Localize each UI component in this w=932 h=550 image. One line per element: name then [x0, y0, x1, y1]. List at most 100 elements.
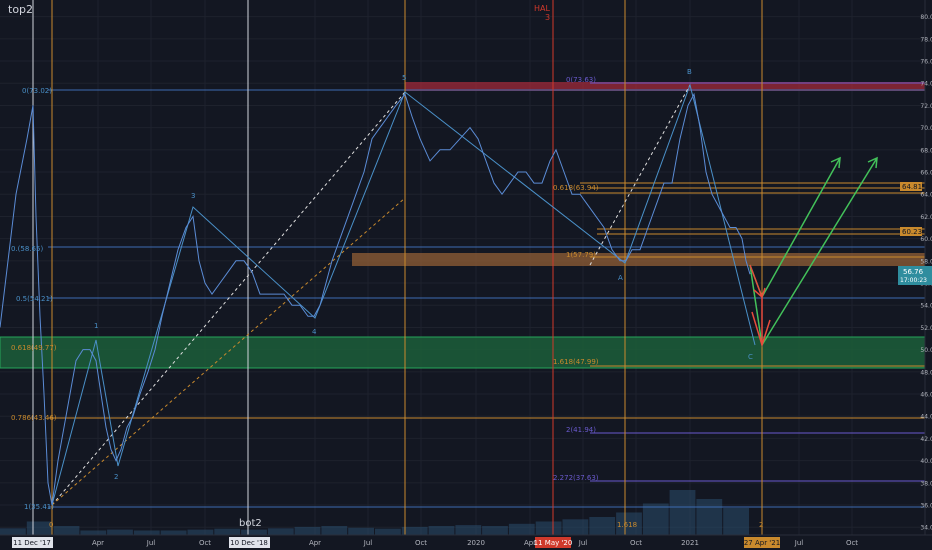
bot2-label: bot2 — [239, 518, 262, 529]
box-tag-2: 60.23 — [902, 228, 922, 236]
volume-bar — [562, 519, 589, 535]
y-tick-label: 58.00 — [920, 258, 932, 265]
volume-bar — [267, 528, 294, 536]
fib-left-0: 0(73.02) — [22, 87, 52, 95]
x-tick-label: Apr — [524, 539, 536, 547]
fib-right-0: 0(73.63) — [566, 76, 596, 84]
x-tick-label: Jul — [578, 539, 588, 547]
hal-num: 3 — [545, 13, 550, 22]
date-tag-2: 10 Dec '18 — [230, 539, 268, 547]
zero-label: 0 — [49, 521, 53, 529]
fib-right-4: 2(41.94) — [566, 426, 596, 434]
volume-bar — [321, 526, 348, 535]
wave-c: C — [748, 353, 753, 361]
volume-bar — [723, 508, 749, 535]
volume-bar — [241, 529, 267, 535]
hal-label: HAL — [534, 4, 550, 13]
volume-bar — [455, 525, 482, 535]
fib-labels: 0(73.02) 0.(58.65) 0.5(54.21) 0.618(49.7… — [11, 76, 599, 511]
volume-bar — [107, 529, 133, 535]
x-tick-label: Oct — [846, 539, 858, 547]
fib-1618-label: 1.618 — [617, 521, 637, 529]
x-tick-label: Jul — [146, 539, 156, 547]
x-tick-label: 2021 — [681, 539, 699, 547]
volume-bar — [375, 528, 401, 535]
x-tick-label: Oct — [415, 539, 427, 547]
fib-right-5: 2.272(37.63) — [553, 474, 599, 482]
y-tick-label: 46.00 — [920, 392, 932, 399]
fib-left-4: 0.786(43.46) — [11, 414, 57, 422]
wave-3: 3 — [191, 192, 195, 200]
y-tick-label: 60.00 — [920, 236, 932, 243]
y-tick-label: 76.00 — [920, 59, 932, 66]
last-price: 56.76 — [903, 268, 924, 276]
brown-zone — [352, 253, 925, 266]
fib-right-3: 1.618(47.99) — [553, 358, 599, 366]
wave-path — [51, 83, 756, 506]
y-tick-label: 36.00 — [920, 503, 932, 510]
wave-labels: 1 2 3 4 5 A B C — [94, 68, 753, 481]
fib-lines — [48, 82, 925, 508]
volume-bar — [482, 526, 508, 535]
x-tick-label: Jul — [363, 539, 373, 547]
x-tick-label: 2020 — [467, 539, 485, 547]
fib-left-2: 0.5(54.21) — [16, 295, 53, 303]
box-tag-2-bg — [900, 227, 922, 236]
volume-bar — [696, 499, 723, 535]
projection-arrows — [749, 156, 878, 348]
box-tag-1-bg — [900, 182, 922, 191]
y-tick-label: 64.00 — [920, 192, 932, 199]
volume-bar — [508, 523, 535, 536]
volume-bar — [669, 490, 696, 535]
wave-5: 5 — [402, 74, 406, 82]
y-tick-label: 66.00 — [920, 170, 932, 177]
volume-bar — [133, 530, 160, 535]
wave-b: B — [687, 68, 692, 76]
x-tick-label: Apr — [92, 539, 104, 547]
y-tick-label: 54.00 — [920, 303, 932, 310]
fib-left-3: 0.618(49.77) — [11, 344, 57, 352]
date-tag-4: 27 Apr '21 — [744, 539, 780, 547]
volume-bar — [0, 528, 26, 536]
y-tick-label: 68.00 — [920, 147, 932, 154]
x-tick-label: Oct — [630, 539, 642, 547]
volume-bar — [80, 530, 107, 535]
y-tick-label: 62.00 — [920, 214, 932, 221]
price-tag-bg — [898, 266, 932, 285]
volume-bar — [294, 526, 321, 535]
fib-left-5: 1(35.41) — [24, 503, 54, 511]
y-tick-label: 50.00 — [920, 347, 932, 354]
green-zone — [0, 337, 925, 368]
countdown: 17:00:23 — [900, 277, 927, 284]
x-tick-label: Oct — [199, 539, 211, 547]
wave-1: 1 — [94, 322, 98, 330]
y-axis-ticks: 80.00 78.00 76.00 74.00 72.00 70.00 68.00 66.00… — [920, 14, 932, 532]
two-label: 2 — [759, 521, 763, 529]
x-tick-label: Apr — [309, 539, 321, 547]
volume-bar — [535, 521, 562, 535]
y-tick-label: 80.00 — [920, 14, 932, 21]
wave-a: A — [618, 274, 623, 282]
volume-bar — [589, 517, 616, 535]
date-tags: 11 Dec '17 10 Dec '18 11 May '20 27 Apr … — [12, 537, 780, 548]
y-tick-label: 38.00 — [920, 480, 932, 487]
volume-bar — [642, 503, 669, 535]
volume-bar — [214, 528, 241, 535]
y-tick-label: 34.00 — [920, 525, 932, 532]
y-tick-label: 74.00 — [920, 81, 932, 88]
volume-bar — [401, 526, 428, 535]
date-tag-1: 11 Dec '17 — [13, 539, 51, 547]
date-tag-3: 11 May '20 — [534, 539, 573, 547]
x-axis-ticks: Apr Jul Oct Apr Jul Oct 2020 Apr Jul Oct 2021 Jul Oc… — [92, 539, 858, 547]
volume-bar — [616, 512, 642, 535]
vertical-lines — [32, 0, 763, 535]
y-tick-label: 48.00 — [920, 369, 932, 376]
y-tick-label: 44.00 — [920, 414, 932, 421]
y-tick-label: 52.00 — [920, 325, 932, 332]
fib-right-2: 1(57.79) — [566, 251, 596, 259]
fib-right-1: 0.618(63.94) — [553, 184, 599, 192]
wave-4: 4 — [312, 328, 317, 336]
x-axis-bg — [0, 535, 932, 550]
fib-left-1: 0.(58.65) — [11, 245, 43, 253]
